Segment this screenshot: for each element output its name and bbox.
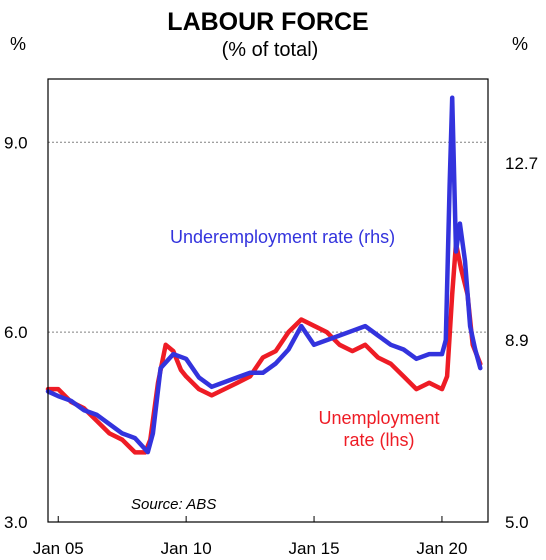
y-left-tick-label: 9.0 <box>4 133 28 152</box>
x-tick-label: Jan 20 <box>416 539 467 558</box>
chart-subtitle: (% of total) <box>222 39 319 61</box>
left-axis-unit: % <box>10 34 26 54</box>
y-right-tick-label: 8.9 <box>505 331 529 350</box>
right-axis-unit: % <box>512 34 528 54</box>
underemployment-label: Underemployment rate (rhs) <box>170 227 395 247</box>
plot-frame <box>47 78 489 523</box>
y-right-axis: 5.0 8.9 12.7 <box>505 154 538 532</box>
y-right-tick-label: 12.7 <box>505 154 538 173</box>
source-note: Source: ABS <box>131 496 216 513</box>
unemployment-rate-line <box>45 241 483 455</box>
y-left-axis: 3.0 6.0 9.0 <box>4 133 28 532</box>
series-lines <box>45 95 483 455</box>
chart-title: LABOUR FORCE <box>167 8 368 36</box>
underemployment-rate-line <box>45 95 483 455</box>
gridlines <box>48 141 488 333</box>
y-left-tick-label: 6.0 <box>4 323 28 342</box>
unemployment-label-line2: rate (lhs) <box>343 430 414 450</box>
x-tick-label: Jan 05 <box>33 539 84 558</box>
unemployment-label-line1: Unemployment <box>318 408 439 428</box>
x-axis: Jan 05 Jan 10 Jan 15 Jan 20 <box>33 516 467 558</box>
x-tick-label: Jan 10 <box>161 539 212 558</box>
y-left-tick-label: 3.0 <box>4 513 28 532</box>
y-right-tick-label: 5.0 <box>505 513 529 532</box>
x-tick-label: Jan 15 <box>289 539 340 558</box>
